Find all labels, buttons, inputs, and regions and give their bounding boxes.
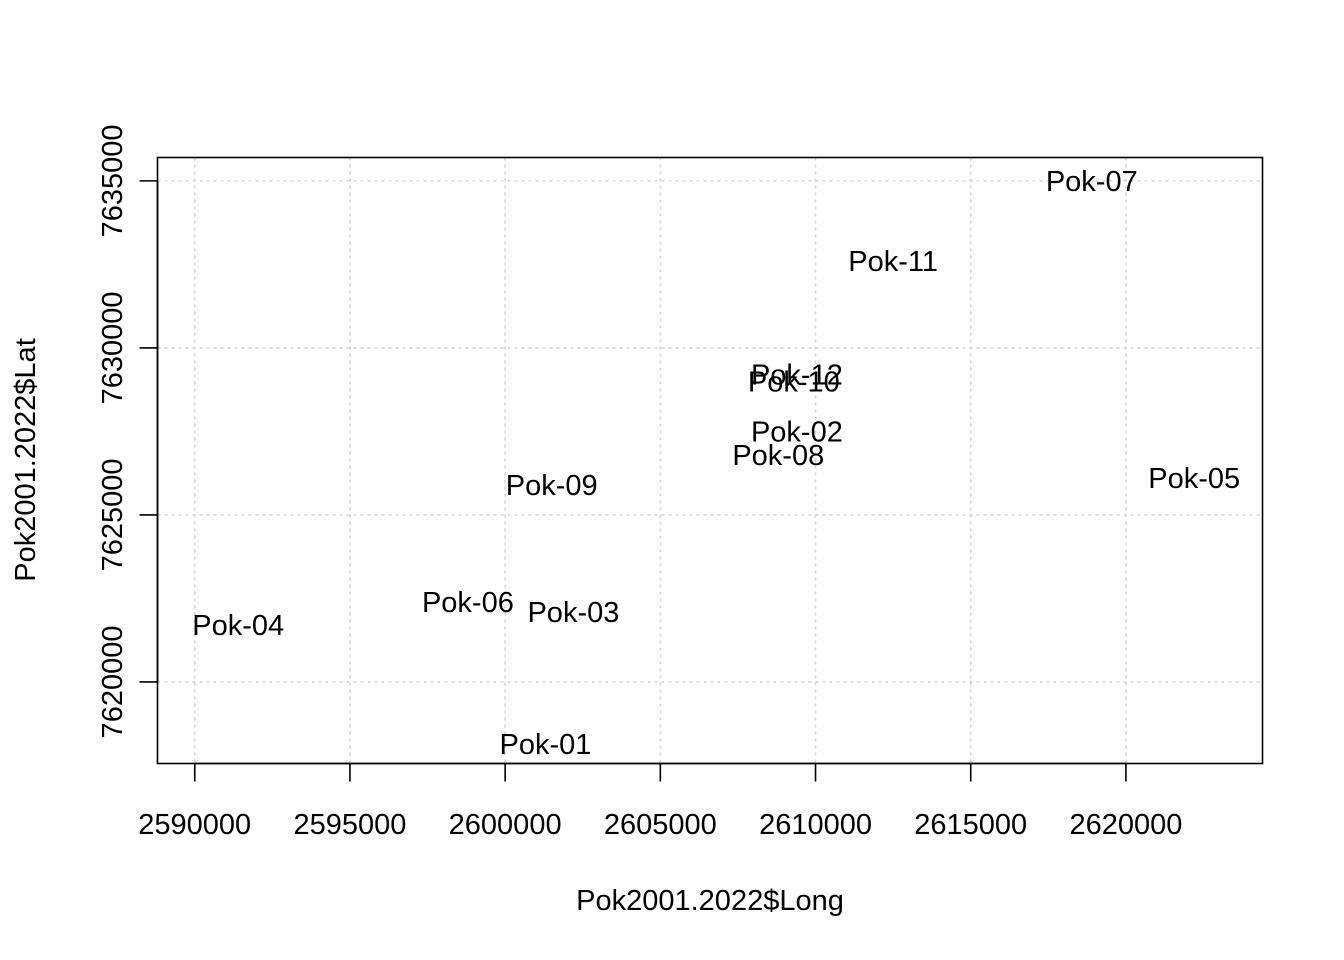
y-tick-label: 7625000 xyxy=(97,459,129,572)
x-tick-label: 2620000 xyxy=(1069,809,1182,841)
point-label: Pok-08 xyxy=(732,440,824,472)
point-label: Pok-09 xyxy=(506,470,598,502)
point-label: Pok-11 xyxy=(848,246,938,278)
point-label: Pok-05 xyxy=(1148,463,1240,495)
point-label: Pok-07 xyxy=(1046,166,1138,198)
x-tick-label: 2605000 xyxy=(604,809,717,841)
point-label: Pok-03 xyxy=(527,597,619,629)
x-axis: 2590000 2595000 2600000 2605000 2610000 26150… xyxy=(138,762,1182,841)
plot-frame xyxy=(156,156,1264,765)
y-axis-title: Pok2001.2022$Lat xyxy=(10,338,42,582)
point-label: Pok-01 xyxy=(500,729,592,761)
x-tick-label: 2590000 xyxy=(138,809,251,841)
x-tick-label: 2600000 xyxy=(449,809,562,841)
point-label: Pok-02 xyxy=(751,416,843,448)
grid-lines xyxy=(157,157,1263,764)
x-tick-label: 2615000 xyxy=(914,809,1027,841)
x-tick-label: 2595000 xyxy=(293,809,406,841)
point-label: Pok-06 xyxy=(422,587,514,619)
x-axis-title: Pok2001.2022$Long xyxy=(576,885,844,917)
y-tick-label: 7630000 xyxy=(97,291,129,404)
y-tick-label: 7635000 xyxy=(97,124,129,237)
x-tick-label: 2610000 xyxy=(759,809,872,841)
y-axis: 7620000 7625000 7630000 7635000 xyxy=(97,124,159,739)
point-label: Pok-12 xyxy=(751,360,843,392)
point-label: Pok-10 xyxy=(748,366,840,398)
y-tick-label: 7620000 xyxy=(97,626,129,739)
point-label: Pok-04 xyxy=(192,610,284,642)
